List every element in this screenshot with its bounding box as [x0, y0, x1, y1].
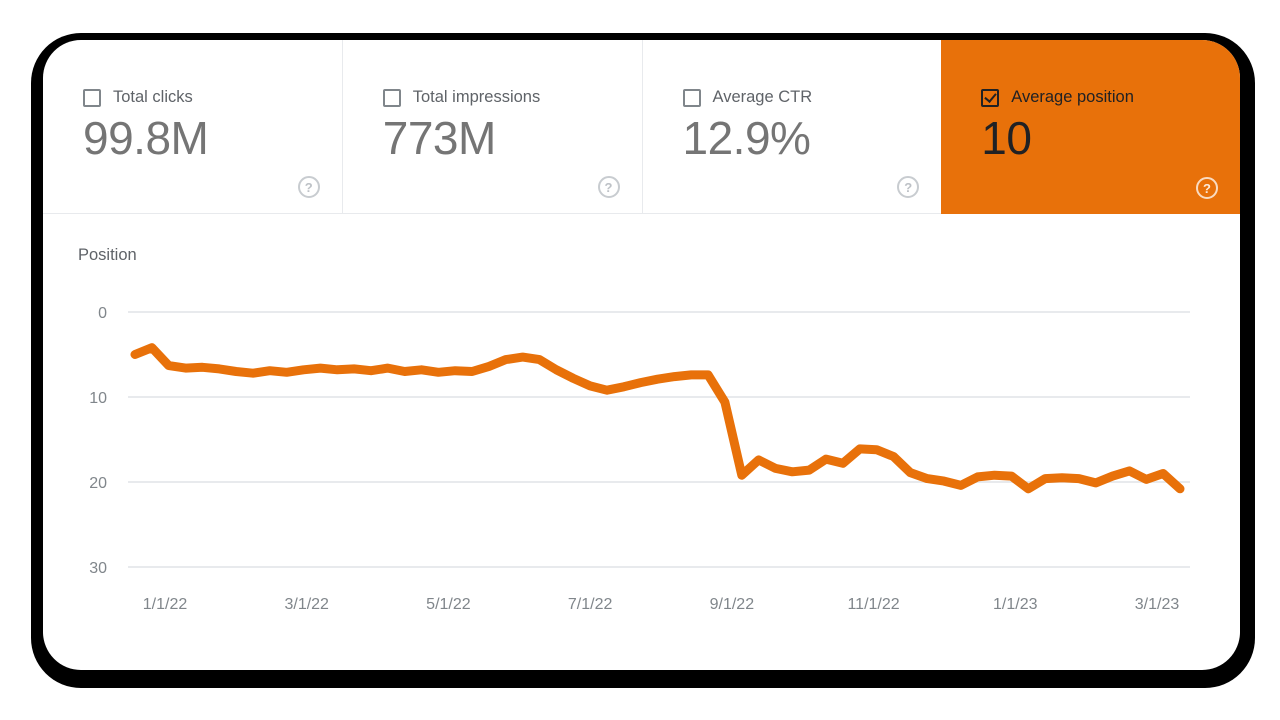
x-tick-label: 1/1/22: [143, 596, 188, 613]
card-average-position[interactable]: Average position 10 ?: [941, 40, 1240, 214]
y-tick-label: 30: [89, 560, 107, 577]
average-ctr-checkbox[interactable]: [682, 88, 701, 107]
card-average-ctr[interactable]: Average CTR 12.9% ?: [642, 40, 942, 214]
y-tick-label: 0: [98, 305, 107, 322]
chart-area: Position 0 10 20 30 1/1/22 3/1/22 5/1/22 7/1/22…: [43, 214, 1240, 670]
help-icon[interactable]: ?: [297, 176, 320, 198]
card-header: Total clicks: [83, 88, 342, 107]
help-icon[interactable]: ?: [897, 176, 920, 198]
total-impressions-label: Total impressions: [412, 88, 541, 106]
total-impressions-checkbox[interactable]: [382, 88, 401, 107]
app-window-frame: Total clicks 99.8M ? Total impressions 7…: [31, 33, 1255, 688]
card-header: Total impressions: [382, 88, 642, 107]
card-total-impressions[interactable]: Total impressions 773M ?: [342, 40, 643, 214]
search-console-performance-panel: Total clicks 99.8M ? Total impressions 7…: [43, 40, 1240, 670]
position-line-chart: 0 10 20 30 1/1/22 3/1/22 5/1/22 7/1/22 9/1/22 11/…: [89, 305, 1190, 613]
average-ctr-value: 12.9%: [682, 112, 811, 164]
card-header: Average position: [981, 88, 1240, 107]
average-ctr-label: Average CTR: [712, 88, 813, 106]
x-tick-label: 7/1/22: [568, 596, 613, 613]
card-header: Average CTR: [682, 88, 942, 107]
average-position-value: 10: [981, 112, 1032, 164]
metric-cards-row: Total clicks 99.8M ? Total impressions 7…: [43, 40, 1240, 214]
total-impressions-value: 773M: [382, 112, 497, 164]
y-tick-label: 10: [89, 390, 107, 407]
y-tick-label: 20: [89, 475, 107, 492]
x-tick-label: 1/1/23: [993, 596, 1038, 613]
help-icon[interactable]: ?: [597, 176, 620, 198]
x-tick-label: 11/1/22: [847, 596, 899, 613]
x-tick-label: 3/1/23: [1135, 596, 1180, 613]
x-tick-label: 5/1/22: [426, 596, 471, 613]
total-clicks-value: 99.8M: [83, 112, 209, 164]
help-icon[interactable]: ?: [1196, 177, 1218, 199]
chart-title: Position: [78, 246, 137, 264]
total-clicks-checkbox[interactable]: [83, 88, 101, 107]
total-clicks-label: Total clicks: [113, 88, 193, 106]
average-position-label: Average position: [1011, 88, 1134, 106]
x-tick-label: 9/1/22: [710, 596, 755, 613]
average-position-checkbox[interactable]: [981, 88, 1000, 107]
average-position-series-line: [130, 343, 1185, 494]
x-tick-label: 3/1/22: [284, 596, 329, 613]
card-total-clicks[interactable]: Total clicks 99.8M ?: [43, 40, 343, 214]
